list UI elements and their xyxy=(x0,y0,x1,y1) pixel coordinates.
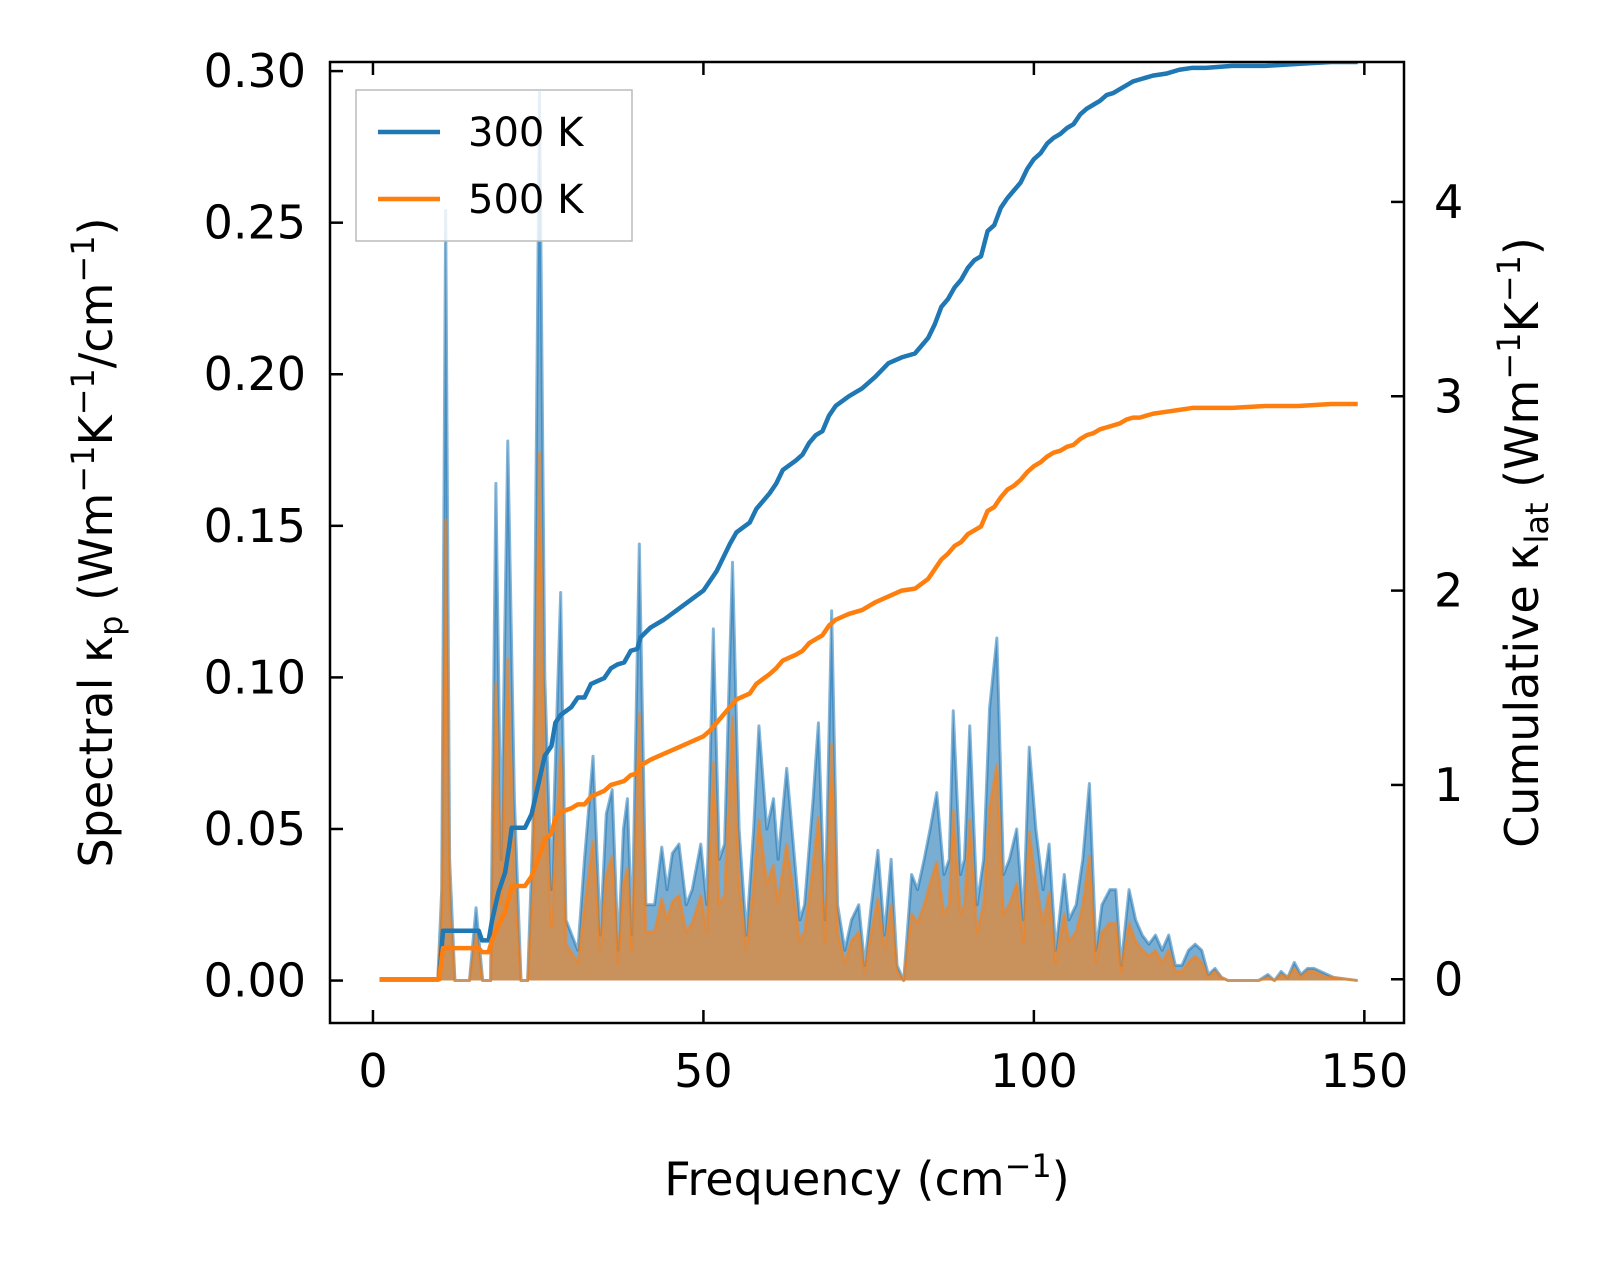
x-axis-title: Frequency (cm−1) xyxy=(664,1147,1069,1206)
spectral-line-500k xyxy=(379,451,1358,983)
spectral-line-300k xyxy=(379,90,1358,983)
y-right-tick-label: 4 xyxy=(1434,175,1463,229)
axis-titles: Frequency (cm−1) Spectral κp (Wm−1K−1/cm−… xyxy=(64,217,1556,1206)
x-tick-label: 100 xyxy=(990,1044,1078,1098)
legend: 300 K 500 K xyxy=(355,89,633,242)
y-right-tick-label: 2 xyxy=(1434,564,1463,618)
legend-label: 500 K xyxy=(468,177,585,223)
legend-label: 300 K xyxy=(468,110,585,156)
y-right-tick-label: 1 xyxy=(1434,758,1463,812)
y-right-axis-title: Cumulative κlat (Wm−1K−1) xyxy=(1490,237,1556,848)
x-tick-label: 150 xyxy=(1320,1044,1408,1098)
cumulative-line-300k xyxy=(379,62,1358,982)
y-left-tick-label: 0.05 xyxy=(204,802,306,856)
y-left-tick-label: 0.10 xyxy=(204,650,306,704)
plot-area xyxy=(379,62,1358,983)
y-left-tick-label: 0.15 xyxy=(204,499,306,553)
y-left-tick-label: 0.25 xyxy=(204,196,306,250)
y-right-tick-label: 3 xyxy=(1434,369,1463,423)
x-tick-label: 0 xyxy=(358,1044,387,1098)
cumulative-line-500k xyxy=(379,401,1358,982)
x-tick-label: 50 xyxy=(674,1044,733,1098)
y-left-tick-label: 0.00 xyxy=(204,954,306,1008)
y-left-tick-label: 0.30 xyxy=(204,44,306,98)
y-right-tick-label: 0 xyxy=(1434,952,1463,1006)
y-left-axis-title: Spectral κp (Wm−1K−1/cm−1) xyxy=(64,217,130,867)
legend-box xyxy=(355,89,633,242)
y-left-tick-label: 0.20 xyxy=(204,347,306,401)
axes: 0 50 100 150 0.00 0.05 0.10 0.15 0.20 0.25 0.30 0 1 2… xyxy=(204,44,1464,1098)
plot-frame xyxy=(328,60,1406,1025)
